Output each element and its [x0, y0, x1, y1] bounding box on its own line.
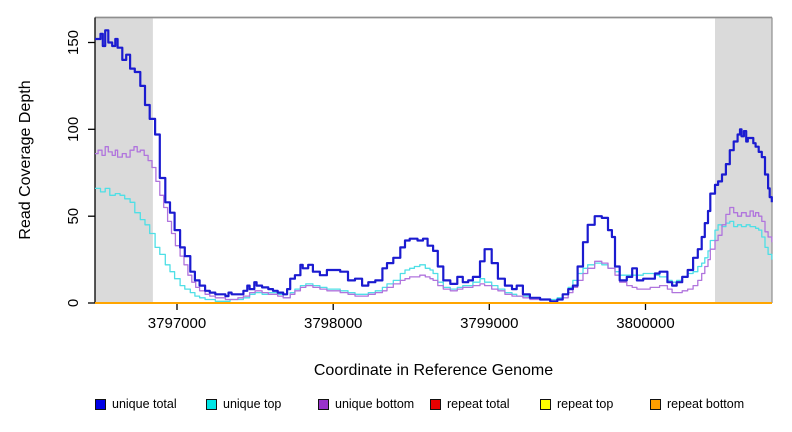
y-tick-label: 50 — [65, 208, 82, 225]
legend-swatch-unique-total — [95, 399, 106, 410]
legend-item-unique-total: unique total — [95, 398, 177, 411]
legend-label: unique total — [112, 397, 177, 411]
left-repeat-region — [95, 18, 153, 303]
series-line-unique-total — [95, 29, 773, 303]
legend-label: repeat total — [447, 397, 510, 411]
legend-item-repeat-top: repeat top — [540, 398, 613, 411]
legend-swatch-unique-top — [206, 399, 217, 410]
y-tick-label: 150 — [65, 30, 82, 55]
legend-label: unique bottom — [335, 397, 415, 411]
legend-label: unique top — [223, 397, 282, 411]
legend-label: repeat bottom — [667, 397, 745, 411]
series-line-unique-bottom — [95, 146, 773, 302]
legend-item-repeat-bottom: repeat bottom — [650, 398, 744, 411]
x-axis-title: Coordinate in Reference Genome — [313, 362, 554, 379]
legend-swatch-repeat-top — [540, 399, 551, 410]
y-tick-label: 0 — [65, 299, 82, 307]
right-repeat-region — [715, 18, 772, 303]
y-tick-label: 100 — [65, 117, 82, 142]
y-axis-title: Read Coverage Depth — [17, 80, 34, 240]
x-tick-label: 3800000 — [616, 315, 674, 332]
legend-swatch-repeat-bottom — [650, 399, 661, 410]
legend-item-repeat-total: repeat total — [430, 398, 510, 411]
legend-item-unique-bottom: unique bottom — [318, 398, 414, 411]
x-tick-label: 3798000 — [304, 315, 362, 332]
x-tick-label: 3797000 — [148, 315, 206, 332]
plot-area: 0 50 100 150 3797000 3798000 3799000 3800000 — [65, 16, 773, 332]
legend-swatch-unique-bottom — [318, 399, 329, 410]
legend-item-unique-top: unique top — [206, 398, 281, 411]
legend: unique total unique top unique bottom repea… — [0, 398, 792, 414]
legend-label: repeat top — [557, 397, 614, 411]
x-tick-label: 3799000 — [460, 315, 518, 332]
legend-swatch-repeat-total — [430, 399, 441, 410]
